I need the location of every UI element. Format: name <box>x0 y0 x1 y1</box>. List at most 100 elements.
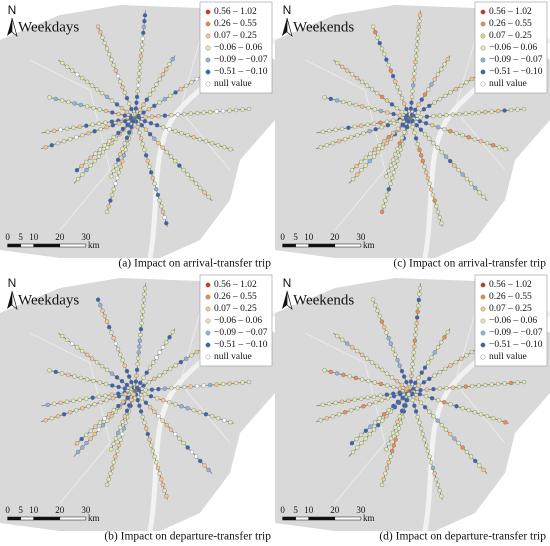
station <box>93 424 98 429</box>
station <box>156 413 161 419</box>
station <box>334 371 340 376</box>
station <box>333 400 338 405</box>
station <box>106 477 111 482</box>
station <box>108 198 113 203</box>
station <box>439 493 444 499</box>
station <box>422 437 427 442</box>
station <box>137 403 142 408</box>
station <box>116 130 121 136</box>
station <box>477 463 482 468</box>
legend-marker <box>480 9 486 15</box>
station <box>379 46 385 51</box>
station <box>177 436 182 441</box>
station <box>422 405 428 410</box>
station <box>346 398 351 403</box>
station <box>460 172 465 177</box>
station <box>140 309 145 314</box>
station <box>413 332 418 338</box>
station <box>431 140 436 146</box>
legend-marker <box>480 33 486 39</box>
scale-bar-segment <box>20 243 34 248</box>
station <box>389 448 395 454</box>
scale-label: 30 <box>356 505 366 515</box>
station <box>359 352 365 358</box>
station <box>157 471 162 476</box>
station <box>384 57 389 62</box>
station <box>103 120 108 125</box>
station <box>98 127 103 132</box>
station <box>129 106 134 112</box>
station <box>464 80 469 85</box>
station <box>389 375 395 380</box>
station <box>350 449 356 455</box>
station <box>397 90 402 95</box>
station <box>421 107 427 112</box>
station <box>111 187 116 192</box>
station <box>418 426 424 431</box>
station <box>191 135 196 140</box>
station <box>138 107 143 113</box>
station <box>175 112 181 117</box>
station <box>400 395 405 400</box>
station <box>111 407 116 413</box>
station <box>412 338 418 343</box>
scale-label: 5 <box>18 505 23 515</box>
station <box>334 98 340 103</box>
station <box>404 379 409 385</box>
station <box>183 356 189 361</box>
station <box>410 397 415 403</box>
station <box>140 414 145 420</box>
station <box>379 398 385 403</box>
legend-marker <box>205 45 211 51</box>
station <box>179 404 184 409</box>
station <box>142 18 147 24</box>
station <box>435 418 440 423</box>
station <box>388 436 394 441</box>
station <box>146 107 152 112</box>
station <box>65 64 70 70</box>
station <box>208 382 213 388</box>
station <box>406 119 411 124</box>
station <box>80 172 85 177</box>
station <box>139 321 144 326</box>
station <box>399 95 405 101</box>
station <box>139 42 145 47</box>
scale-bar-segment <box>7 243 21 248</box>
station <box>384 174 389 179</box>
station <box>437 96 443 102</box>
legend-box <box>199 1 273 94</box>
station <box>381 324 387 330</box>
station <box>152 409 157 414</box>
station <box>116 384 121 390</box>
station <box>359 440 364 446</box>
station <box>109 98 115 103</box>
station <box>129 379 134 385</box>
station <box>503 147 508 152</box>
station <box>375 149 381 155</box>
station <box>182 111 187 117</box>
station <box>489 382 494 387</box>
station <box>371 154 377 159</box>
station <box>386 335 391 341</box>
station <box>349 440 355 446</box>
scale-unit: km <box>88 240 100 250</box>
station <box>111 134 116 140</box>
station <box>177 163 182 168</box>
station <box>424 114 430 119</box>
station <box>137 338 143 343</box>
station <box>393 437 398 442</box>
station <box>495 108 501 114</box>
station <box>421 380 427 385</box>
station <box>96 121 102 126</box>
station <box>116 403 121 409</box>
station <box>124 382 130 388</box>
station <box>58 400 63 405</box>
station <box>388 454 393 459</box>
station <box>154 82 159 87</box>
station <box>43 418 48 423</box>
station <box>355 445 360 450</box>
scale-bar-segment <box>308 516 336 521</box>
station <box>138 53 144 59</box>
